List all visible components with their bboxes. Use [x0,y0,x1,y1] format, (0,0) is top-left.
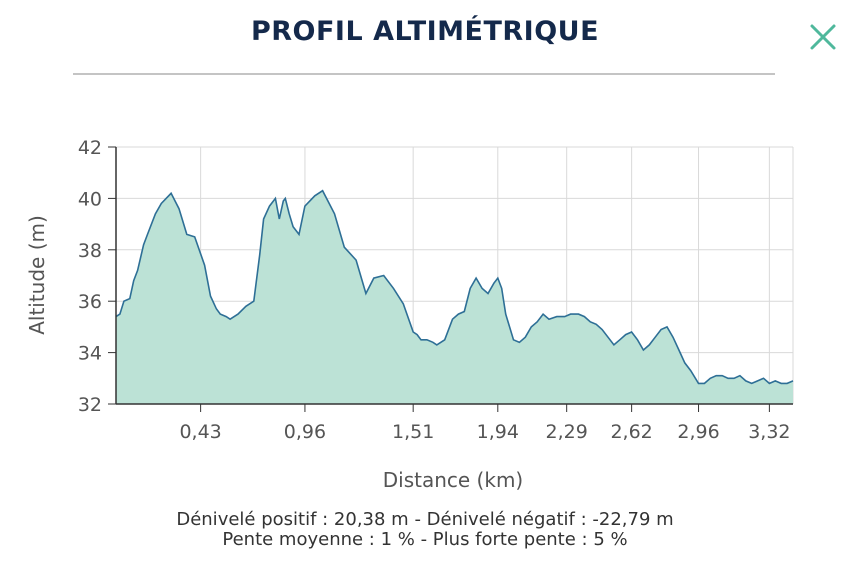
slope-summary: Pente moyenne : 1 % - Plus forte pente :… [222,529,628,550]
y-tick-label: 34 [78,343,102,365]
x-tick-label: 0,43 [179,421,221,443]
x-axis-label: Distance (km) [383,468,523,492]
x-tick-label: 2,62 [610,421,652,443]
x-tick-label: 1,51 [392,421,434,443]
page-title: PROFIL ALTIMÉTRIQUE [250,16,600,47]
y-axis-label: Altitude (m) [25,215,49,335]
x-tick-label: 2,96 [677,421,719,443]
x-tick-label: 1,94 [477,421,519,443]
elevation-gain-summary: Dénivelé positif : 20,38 m - Dénivelé né… [176,509,674,530]
y-tick-label: 40 [78,188,102,210]
close-icon[interactable] [806,20,840,54]
y-tick-label: 42 [78,137,102,159]
y-tick-label: 32 [78,394,102,416]
x-tick-label: 3,32 [748,421,790,443]
y-tick-label: 38 [78,240,102,262]
axes [108,146,793,412]
x-tick-label: 0,96 [284,421,326,443]
y-tick-label: 36 [78,291,102,313]
x-tick-label: 2,29 [546,421,588,443]
elevation-line [115,189,794,385]
tick-labels: 32 34 36 38 40 42 0,43 0,96 1,51 1,94 2,29 2,62 2,96… [78,137,791,443]
elevation-area [116,190,793,404]
title-divider [73,73,775,75]
